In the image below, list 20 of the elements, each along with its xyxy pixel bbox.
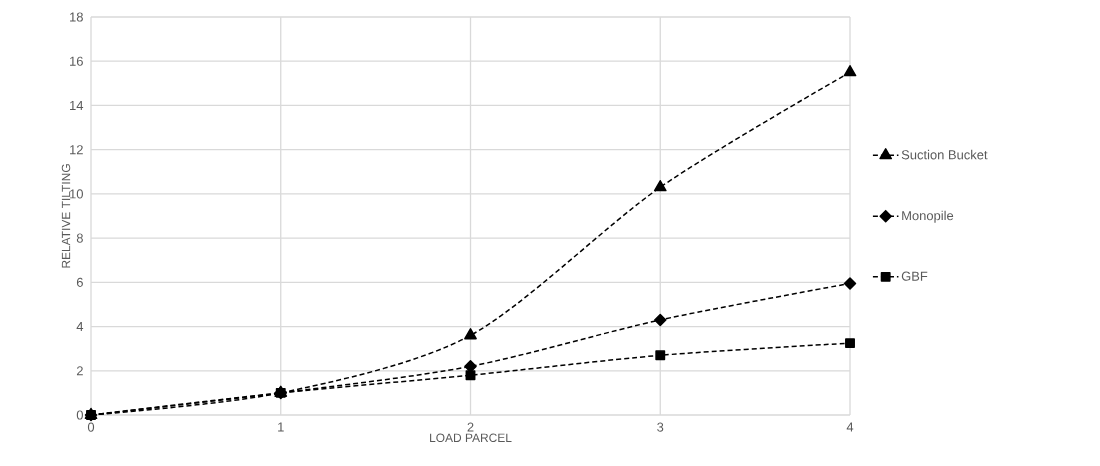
y-tick-label: 4 [76, 322, 84, 332]
x-tick-label: 4 [846, 422, 854, 432]
legend-label: Monopile [902, 210, 954, 223]
y-tick-label: 10 [70, 189, 83, 199]
y-tick-label: 16 [70, 56, 83, 66]
x-tick-label: 1 [278, 422, 284, 432]
x-tick-label: 2 [467, 422, 474, 432]
legend-label: Suction Bucket [901, 149, 988, 160]
y-tick-label: 18 [70, 12, 83, 22]
y-tick-label: 8 [76, 233, 83, 243]
x-tick-label: 0 [87, 422, 95, 432]
y-tick-label: 2 [76, 366, 83, 376]
x-axis-title: LOAD PARCEL [430, 433, 512, 442]
y-tick-label: 6 [76, 277, 83, 287]
legend-label: GBF [901, 271, 928, 281]
y-tick-label: 14 [70, 100, 84, 110]
y-tick-label: 12 [70, 145, 83, 155]
y-tick-label: 0 [76, 410, 83, 420]
x-tick-label: 3 [657, 422, 664, 432]
y-axis-title: RELATIVE TILTING [61, 164, 71, 268]
